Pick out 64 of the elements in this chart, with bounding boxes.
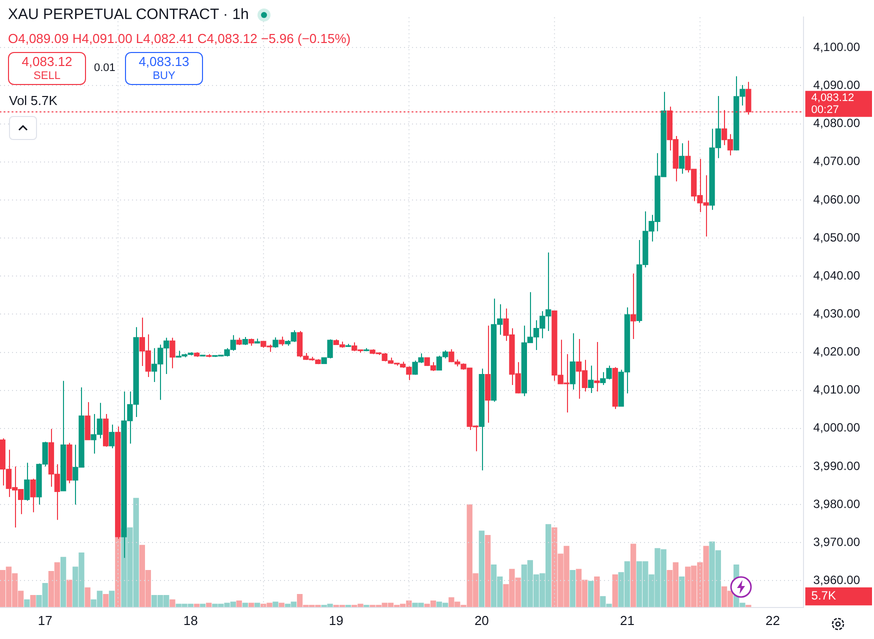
candlestick — [24, 462, 30, 502]
y-tick-label: 4,100.00 — [813, 40, 860, 54]
bar — [254, 602, 260, 608]
candlestick — [108, 424, 115, 449]
y-tick-label: 3,970.00 — [813, 534, 860, 549]
y-tick-label: 3,960.00 — [813, 573, 860, 588]
y-tick-label: 4,090.00 — [813, 78, 860, 92]
x-tick-label: 17 — [38, 612, 52, 628]
y-tick-label: 3,980.00 — [813, 496, 860, 511]
annotation: 4,083.13 — [138, 54, 190, 69]
bar — [60, 556, 66, 608]
bar — [278, 602, 284, 608]
x-tick-label: 18 — [183, 612, 198, 628]
x-tick-label: 19 — [328, 612, 344, 628]
annotation: BUY — [152, 69, 176, 84]
y-tick-label: 4,030.00 — [813, 306, 860, 321]
bar — [248, 602, 254, 608]
x-tick-label: 21 — [620, 612, 634, 628]
bar — [84, 587, 90, 608]
bar — [30, 595, 36, 608]
y-tick-label: 4,000.00 — [813, 420, 860, 435]
bar — [66, 580, 72, 608]
bar — [588, 580, 594, 608]
annotation: O4,089.09 H4,091.00 L4,082.41 C4,083.12 −5.96 (−0.15%) — [8, 31, 351, 46]
candlestick — [594, 342, 600, 392]
candlestick — [30, 478, 36, 513]
x-tick-label: 20 — [474, 612, 489, 628]
x-tick-label: 22 — [765, 612, 780, 628]
text: 5.7K — [811, 588, 836, 603]
ref-line-label: 4,083.12 — [811, 92, 854, 104]
candlestick — [570, 332, 576, 390]
bar — [678, 576, 685, 608]
bar — [478, 530, 485, 608]
bar — [102, 594, 109, 608]
y-tick-label: 4,040.00 — [813, 268, 860, 282]
annotation: 0.01 — [94, 62, 116, 74]
bar — [170, 599, 176, 608]
bar — [630, 544, 636, 608]
candlestick — [588, 365, 594, 394]
y-tick-label: 4,070.00 — [813, 154, 860, 168]
y-tick-label: 4,010.00 — [813, 382, 860, 397]
bar — [206, 602, 212, 608]
bar — [236, 600, 242, 608]
bar — [594, 576, 600, 608]
y-tick-label: 4,050.00 — [813, 230, 860, 244]
bar — [24, 599, 30, 608]
bar — [242, 602, 248, 608]
annotation: Vol 5.7K — [9, 93, 58, 108]
candlestick — [678, 142, 685, 174]
candlestick — [630, 272, 636, 340]
bar — [570, 570, 576, 608]
chart-title: XAU PERPETUAL CONTRACT · 1h — [8, 6, 249, 23]
annotation: 4,083.12 — [20, 54, 74, 69]
candlestick — [170, 337, 176, 369]
bar — [108, 590, 115, 608]
y-tick-label: 4,020.00 — [813, 344, 860, 359]
y-tick-label: 4,080.00 — [813, 116, 860, 130]
y-tick-label: 3,990.00 — [813, 458, 860, 473]
y-tick-label: 4,060.00 — [813, 192, 860, 206]
annotation: SELL — [32, 69, 62, 84]
bar — [612, 574, 618, 608]
bar — [272, 602, 278, 608]
text: 00:27 — [811, 104, 839, 116]
bar — [484, 535, 491, 608]
